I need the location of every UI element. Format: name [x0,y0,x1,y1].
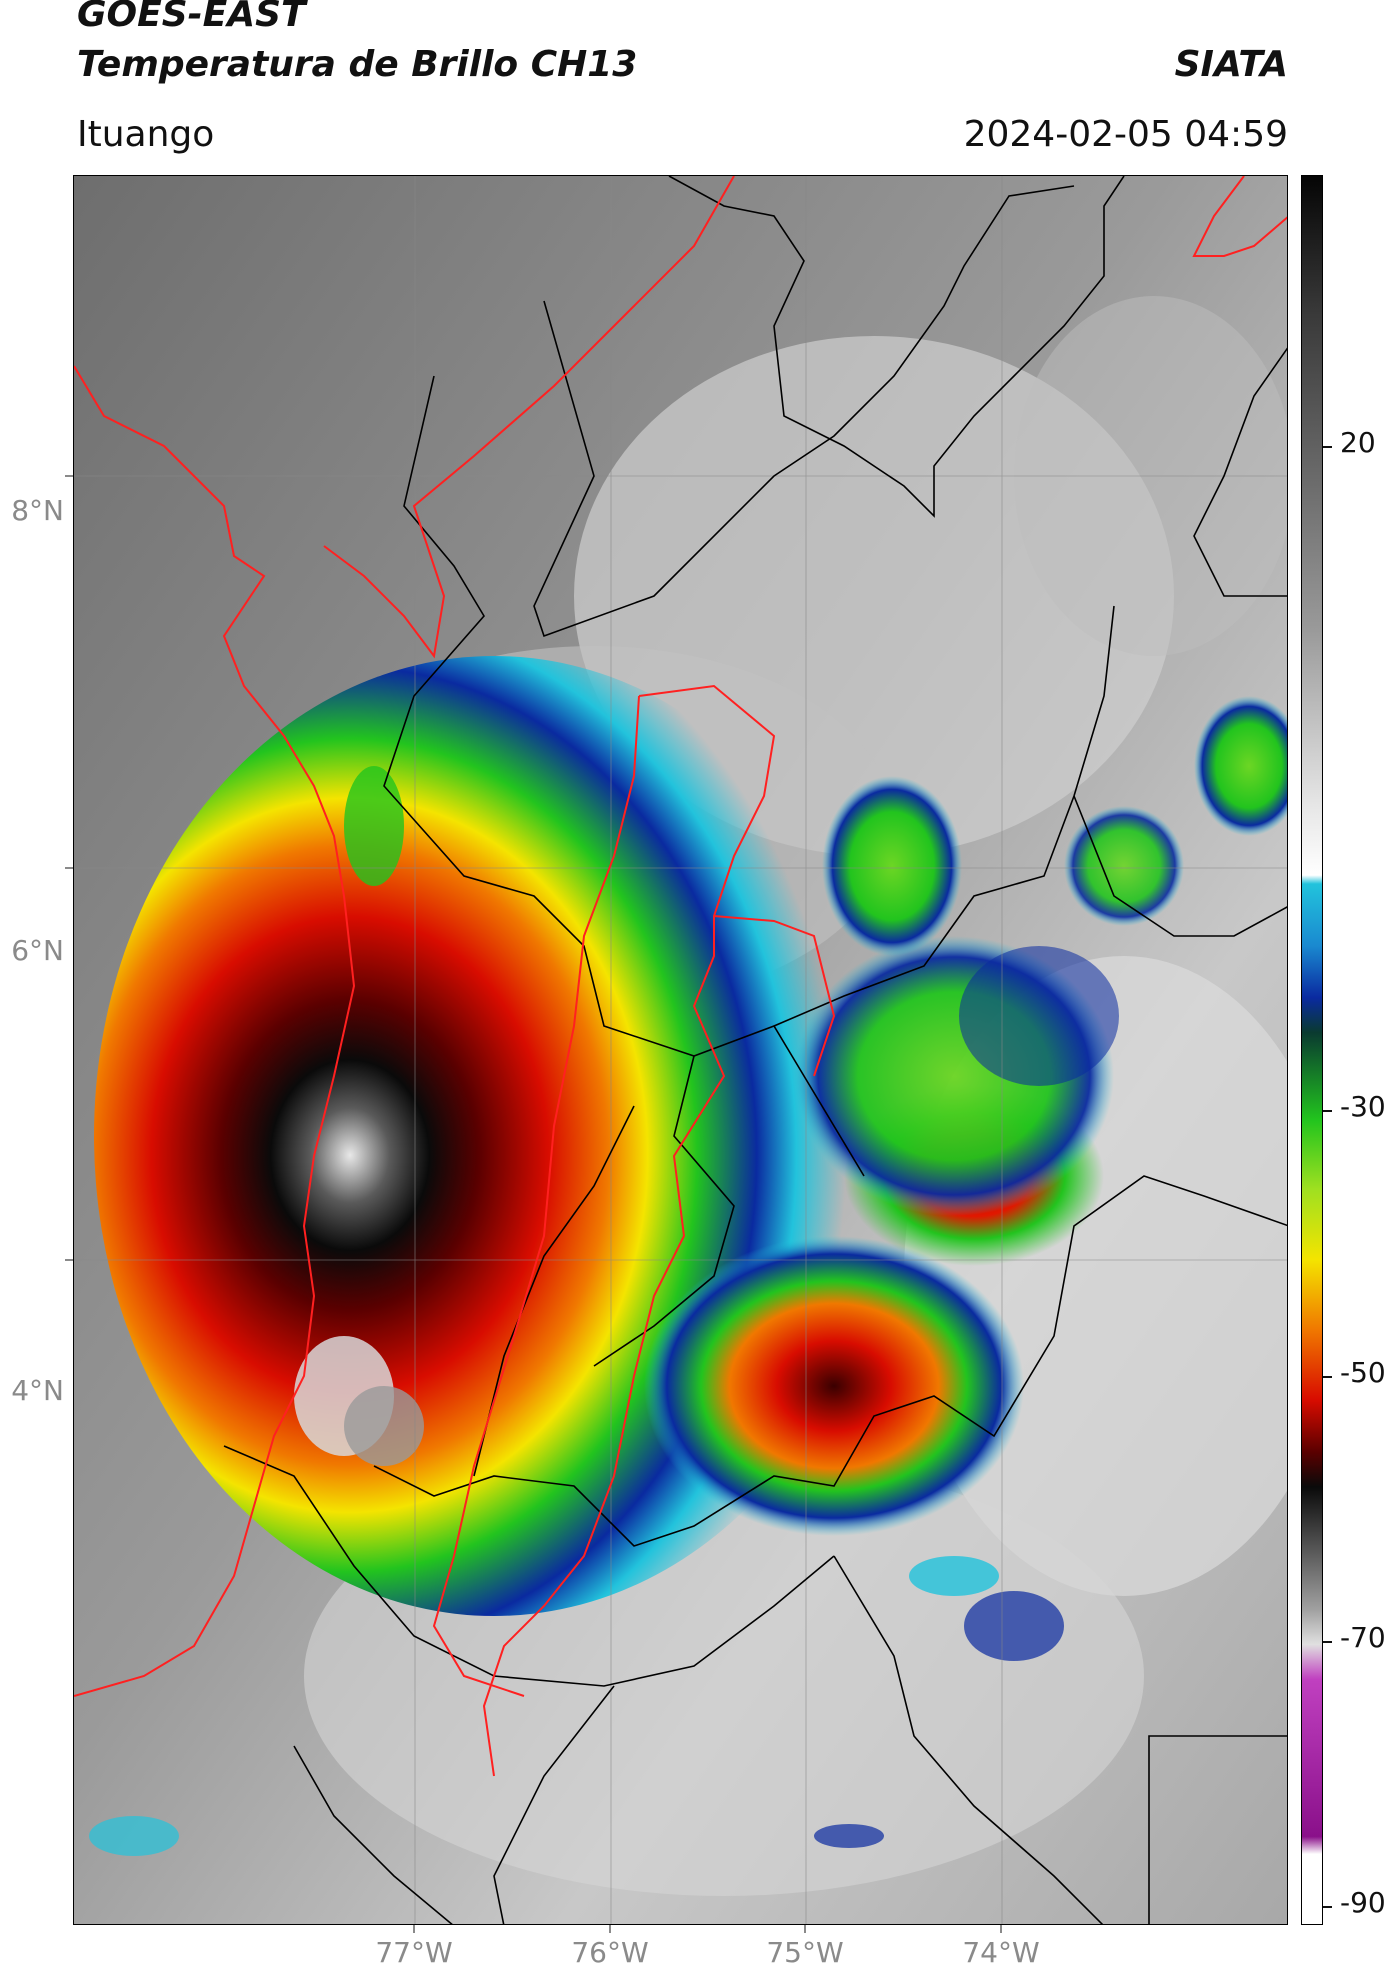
lat-label-8n: 8°N [11,494,64,527]
lat-tick [65,1259,73,1261]
lon-tick [1000,1925,1002,1933]
datetime-label: 2024-02-05 04:59 [963,114,1288,155]
convective-cell-green-edge [1194,696,1287,836]
convective-cell-green-small [1064,806,1184,926]
lon-tick [609,1925,611,1933]
convective-cell-green-small [822,776,962,956]
cold-cloud-cyan [909,1556,999,1596]
satellite-title: GOES-EAST [77,0,306,35]
colorbar-label: -90 [1340,1886,1384,1919]
lat-label-6n: 6°N [11,934,64,967]
cold-core [344,1386,424,1466]
colorbar [1301,175,1323,1925]
cold-cloud-blue [964,1591,1064,1661]
lat-label-4n: 4°N [11,1374,64,1407]
colorbar-label: -70 [1340,1621,1384,1654]
cold-cloud-blue [959,946,1119,1086]
lon-label-75w: 75°W [766,1936,844,1969]
lon-label-76w: 76°W [571,1936,649,1969]
colorbar-tick [1323,1110,1332,1112]
brand-label: SIATA [1174,44,1288,85]
lon-label-77w: 77°W [375,1936,453,1969]
satellite-map[interactable] [73,175,1288,1925]
cold-cloud-blue [814,1824,884,1848]
convective-cell-east [644,1236,1024,1536]
graticule [74,176,1287,1924]
colorbar-tick [1323,446,1332,448]
department-borders [223,176,1287,1924]
colorbar-tick [1323,1376,1332,1378]
colorbar-tick [1323,1641,1332,1643]
colorbar-tick [1323,1906,1332,1908]
lon-label-74w: 74°W [962,1936,1040,1969]
cold-cloud-cyan [89,1816,179,1856]
lat-tick [65,475,73,477]
lat-tick [65,867,73,869]
colorbar-label: -30 [1340,1090,1384,1123]
colorbar-label: -50 [1340,1356,1384,1389]
brightness-temperature-field [74,176,1287,1924]
convective-cell-green-small [344,766,404,886]
country-borders [74,176,1287,1777]
lon-tick [413,1925,415,1933]
colorbar-label: 20 [1340,426,1376,459]
lon-tick [804,1925,806,1933]
product-title: Temperatura de Brillo CH13 [77,44,638,85]
location-label: Ituango [77,114,215,155]
